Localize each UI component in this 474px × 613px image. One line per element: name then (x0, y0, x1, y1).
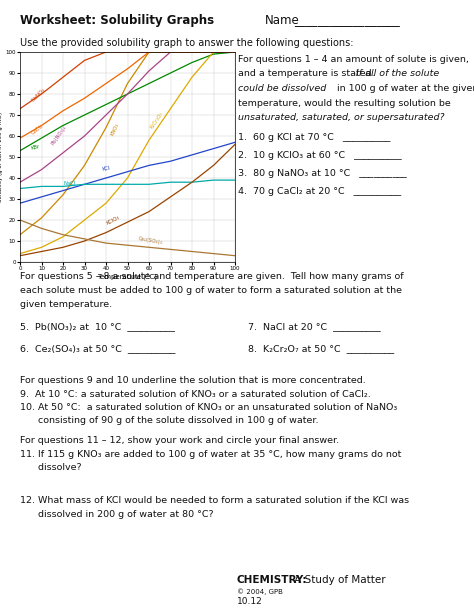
Text: 9.  At 10 °C: a saturated solution of KNO₃ or a saturated solution of CaCl₂.: 9. At 10 °C: a saturated solution of KNO… (20, 390, 371, 399)
Text: temperature, would the resulting solution be: temperature, would the resulting solutio… (238, 99, 451, 107)
Text: unsaturated, saturated, or supersaturated?: unsaturated, saturated, or supersaturate… (238, 113, 445, 122)
Text: and a temperature is stated.: and a temperature is stated. (238, 69, 381, 78)
Text: 7.  NaCl at 20 °C  __________: 7. NaCl at 20 °C __________ (248, 322, 381, 331)
Text: in 100 g of water at the given: in 100 g of water at the given (334, 84, 474, 93)
Text: dissolved in 200 g of water at 80 °C?: dissolved in 200 g of water at 80 °C? (20, 510, 214, 519)
Text: 5.  Pb(NO₃)₂ at  10 °C  __________: 5. Pb(NO₃)₂ at 10 °C __________ (20, 322, 175, 331)
Text: each solute must be added to 100 g of water to form a saturated solution at the: each solute must be added to 100 g of wa… (20, 286, 402, 295)
Y-axis label: Solubility (g of salt in 100 g H₂O): Solubility (g of salt in 100 g H₂O) (0, 112, 2, 202)
Text: 11. If 115 g KNO₃ are added to 100 g of water at 35 °C, how many grams do not: 11. If 115 g KNO₃ are added to 100 g of … (20, 450, 401, 459)
Text: For questions 5 – 8 a solute and temperature are given.  Tell how many grams of: For questions 5 – 8 a solute and tempera… (20, 272, 404, 281)
X-axis label: Temperature (°C): Temperature (°C) (98, 274, 157, 281)
Text: KClO₃: KClO₃ (106, 215, 121, 226)
Text: KBr: KBr (31, 143, 41, 151)
Text: 8.  K₂Cr₂O₇ at 50 °C  __________: 8. K₂Cr₂O₇ at 50 °C __________ (248, 344, 394, 353)
Text: NaNO₃: NaNO₃ (31, 87, 46, 102)
Text: 6.  Ce₂(SO₄)₃ at 50 °C  __________: 6. Ce₂(SO₄)₃ at 50 °C __________ (20, 344, 175, 353)
Text: 12. What mass of KCl would be needed to form a saturated solution if the KCl was: 12. What mass of KCl would be needed to … (20, 496, 409, 505)
Text: For questions 9 and 10 underline the solution that is more concentrated.: For questions 9 and 10 underline the sol… (20, 376, 366, 385)
Text: 2.  10 g KClO₃ at 60 °C   __________: 2. 10 g KClO₃ at 60 °C __________ (238, 151, 401, 160)
Text: KCl: KCl (102, 165, 111, 172)
Text: For questions 11 – 12, show your work and circle your final answer.: For questions 11 – 12, show your work an… (20, 436, 339, 445)
Text: Pb(NO₃)₂: Pb(NO₃)₂ (50, 125, 67, 147)
Text: CHEMISTRY:: CHEMISTRY: (237, 575, 308, 585)
Text: 1.  60 g KCl at 70 °C   __________: 1. 60 g KCl at 70 °C __________ (238, 133, 391, 142)
Text: CaCl₂: CaCl₂ (31, 123, 45, 136)
Text: K₂Cr₂O₇: K₂Cr₂O₇ (149, 111, 164, 130)
Text: dissolve?: dissolve? (20, 463, 82, 472)
Text: 10. At 50 °C:  a saturated solution of KNO₃ or an unsaturated solution of NaNO₃: 10. At 50 °C: a saturated solution of KN… (20, 403, 397, 412)
Text: KNO₃: KNO₃ (110, 122, 120, 136)
Text: Name: Name (265, 14, 300, 27)
Text: 4.  70 g CaCl₂ at 20 °C   __________: 4. 70 g CaCl₂ at 20 °C __________ (238, 187, 401, 196)
Text: consisting of 90 g of the solute dissolved in 100 g of water.: consisting of 90 g of the solute dissolv… (20, 416, 319, 425)
Text: Use the provided solubility graph to answer the following questions:: Use the provided solubility graph to ans… (20, 38, 354, 48)
Text: For questions 1 – 4 an amount of solute is given,: For questions 1 – 4 an amount of solute … (238, 55, 469, 64)
Text: If all of the solute: If all of the solute (356, 69, 439, 78)
Text: 3.  80 g NaNO₃ at 10 °C   __________: 3. 80 g NaNO₃ at 10 °C __________ (238, 169, 407, 178)
Text: A Study of Matter: A Study of Matter (291, 575, 386, 585)
Text: © 2004, GPB: © 2004, GPB (237, 588, 283, 595)
Text: Ce₂(SO₄)₃: Ce₂(SO₄)₃ (138, 236, 164, 245)
Text: 10.12: 10.12 (237, 597, 263, 606)
Text: Worksheet: Solubility Graphs: Worksheet: Solubility Graphs (20, 14, 214, 27)
Text: __________________: __________________ (294, 14, 400, 27)
Text: NaCl: NaCl (63, 181, 75, 186)
Text: could be dissolved: could be dissolved (238, 84, 326, 93)
Text: given temperature.: given temperature. (20, 300, 112, 309)
